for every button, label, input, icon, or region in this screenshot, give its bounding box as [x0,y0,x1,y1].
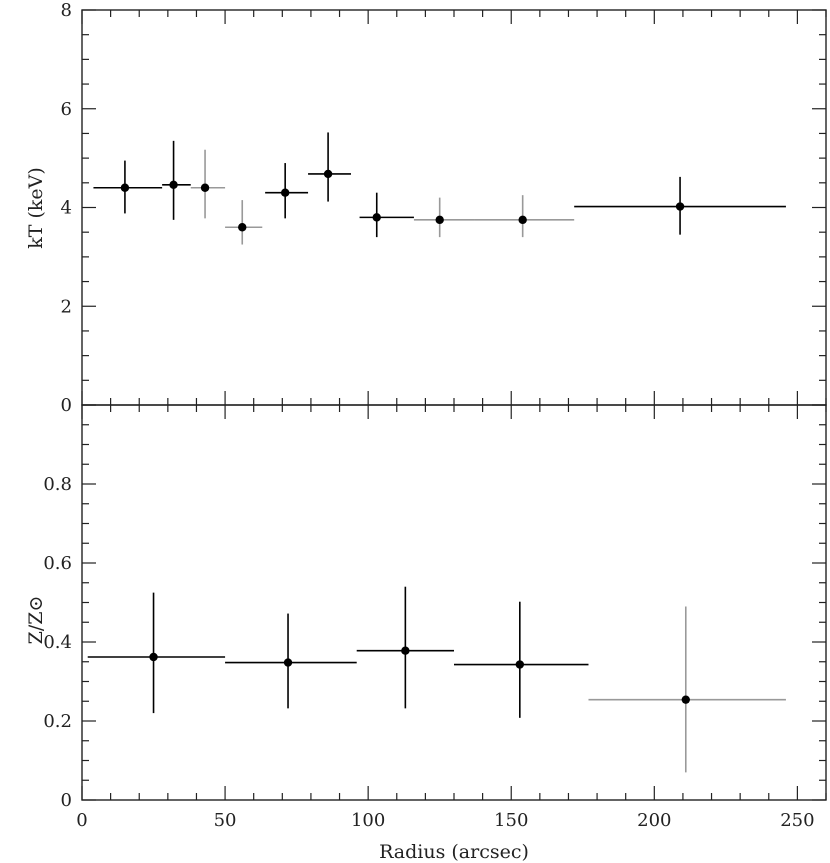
point-marker [200,183,210,192]
point-marker [169,180,178,189]
data-point [308,132,351,202]
y-tick-label: 4 [61,198,72,219]
point-marker [120,183,130,192]
data-point [413,197,475,238]
y-tick-label: 2 [61,296,72,317]
x-tick-label: 0 [76,810,87,831]
y-tick-label: 0 [61,395,72,416]
point-marker [372,213,381,222]
y-tick-label: 0.6 [43,553,72,574]
data-point [574,176,786,235]
x-axis-label: Radius (arcsec) [379,841,529,863]
y-tick-label: 0.8 [43,474,72,495]
x-tick-label: 250 [780,810,814,831]
data-point [162,140,191,220]
point-marker [280,188,290,197]
point-marker [435,215,444,225]
point-marker [675,202,685,211]
data-point [474,195,575,238]
y-tick-label: 0.2 [43,711,72,732]
data-point [225,200,263,245]
x-tick-label: 50 [214,810,237,831]
x-tick-label: 100 [351,810,385,831]
data-point [225,613,357,709]
point-marker [518,215,527,225]
data-point [359,192,414,238]
metallicity-panel: 0 0.2 0.4 0.6 0.8 0 50 100 150 200 250 [43,404,827,831]
data-point [265,163,309,219]
top-y-axis-label: kT (keV) [25,167,47,249]
point-marker [681,695,690,704]
data-point [356,586,454,709]
data-point [190,149,226,219]
x-tick-label: 150 [494,810,528,831]
point-marker [323,169,333,179]
point-marker [515,660,525,669]
point-marker [149,652,158,662]
y-tick-label: 0.4 [43,632,72,653]
y-tick-label: 0 [61,790,72,811]
kt-panel: 0 2 4 6 8 [61,0,827,416]
x-tick-label: 200 [637,810,671,831]
point-marker [401,646,410,655]
bottom-y-axis-label: Z/Z⊙ [25,596,47,645]
y-tick-label: 6 [61,99,72,120]
data-point [93,160,163,214]
data-point [87,592,226,714]
point-marker [238,223,247,232]
plot-frame [81,9,827,406]
data-point [454,601,589,718]
point-marker [283,658,293,667]
axis-labels: kT (keV) Z/Z⊙ Radius (arcsec) [25,167,529,863]
y-tick-label: 8 [61,0,72,21]
plot-frame [81,404,827,801]
data-point [588,606,786,773]
